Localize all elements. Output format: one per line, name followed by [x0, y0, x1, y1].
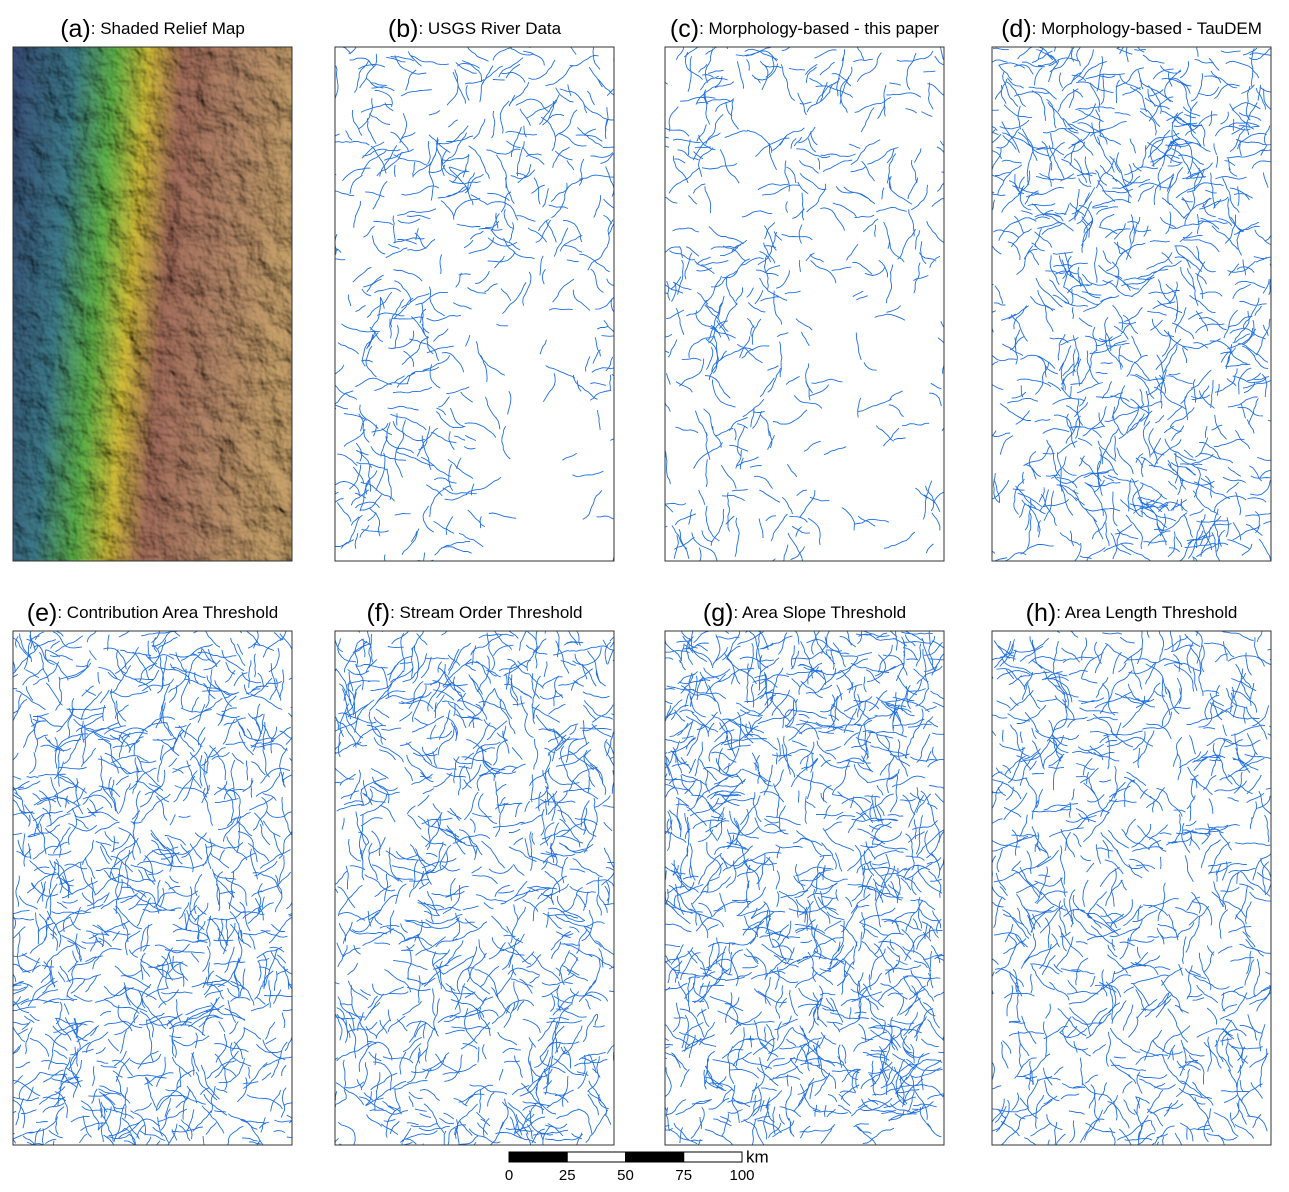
panel-title: (c): Morphology-based - this paper: [670, 15, 940, 43]
scale-segment: [684, 1152, 742, 1162]
scale-label: 25: [559, 1167, 576, 1184]
page: (a): Shaded Relief Map (b): USGS River Da…: [0, 0, 1289, 1187]
panel-letter: (f): [366, 599, 390, 627]
panel-title: (d): Morphology-based - TauDEM: [1001, 15, 1262, 43]
river-network: [631, 18, 966, 581]
river-network: [970, 606, 1289, 1177]
panel-letter: (b): [388, 15, 419, 43]
scale-segment: [626, 1152, 684, 1162]
river-network: [0, 615, 318, 1172]
scale-segment: [509, 1152, 567, 1162]
river-network: [306, 603, 647, 1178]
scale-unit: km: [746, 1147, 769, 1166]
relief-map: [13, 47, 292, 561]
scale-segment: [567, 1152, 625, 1162]
panel-title-text: : Area Length Threshold: [1056, 603, 1237, 622]
panel-letter: (c): [670, 15, 699, 43]
panel-letter: (e): [27, 599, 58, 627]
panel-title-text: : Morphology-based - this paper: [699, 19, 939, 38]
panel-letter: (d): [1001, 15, 1032, 43]
scale-label: 75: [675, 1167, 692, 1184]
panel-title-text: : Contribution Area Threshold: [57, 603, 278, 622]
scale-label: 0: [505, 1167, 513, 1184]
panel-title: (b): USGS River Data: [388, 15, 562, 43]
panel-letter: (g): [703, 599, 734, 627]
scale-label: 50: [617, 1167, 634, 1184]
panel-title: (g): Area Slope Threshold: [703, 599, 906, 627]
panel-letter: (h): [1026, 599, 1057, 627]
panel-title: (f): Stream Order Threshold: [366, 599, 582, 627]
panel-frame: [335, 47, 614, 561]
panel-letter: (a): [60, 15, 91, 43]
river-network: [967, 24, 1289, 577]
panel-title: (h): Area Length Threshold: [1026, 599, 1238, 627]
panel-title-text: : Stream Order Threshold: [390, 603, 582, 622]
panel-title-text: : Area Slope Threshold: [733, 603, 906, 622]
panel-frame: [992, 47, 1271, 561]
panel-title: (a): Shaded Relief Map: [60, 15, 245, 43]
river-network: [634, 609, 968, 1169]
scale-label: 100: [729, 1167, 754, 1184]
river-network: [304, 33, 634, 581]
panel-title-text: : USGS River Data: [418, 19, 561, 38]
figure: (a): Shaded Relief Map (b): USGS River Da…: [0, 0, 1289, 1187]
panel-title: (e): Contribution Area Threshold: [27, 599, 278, 627]
panel-title-text: : Morphology-based - TauDEM: [1032, 19, 1262, 38]
panel-title-text: : Shaded Relief Map: [91, 19, 245, 38]
